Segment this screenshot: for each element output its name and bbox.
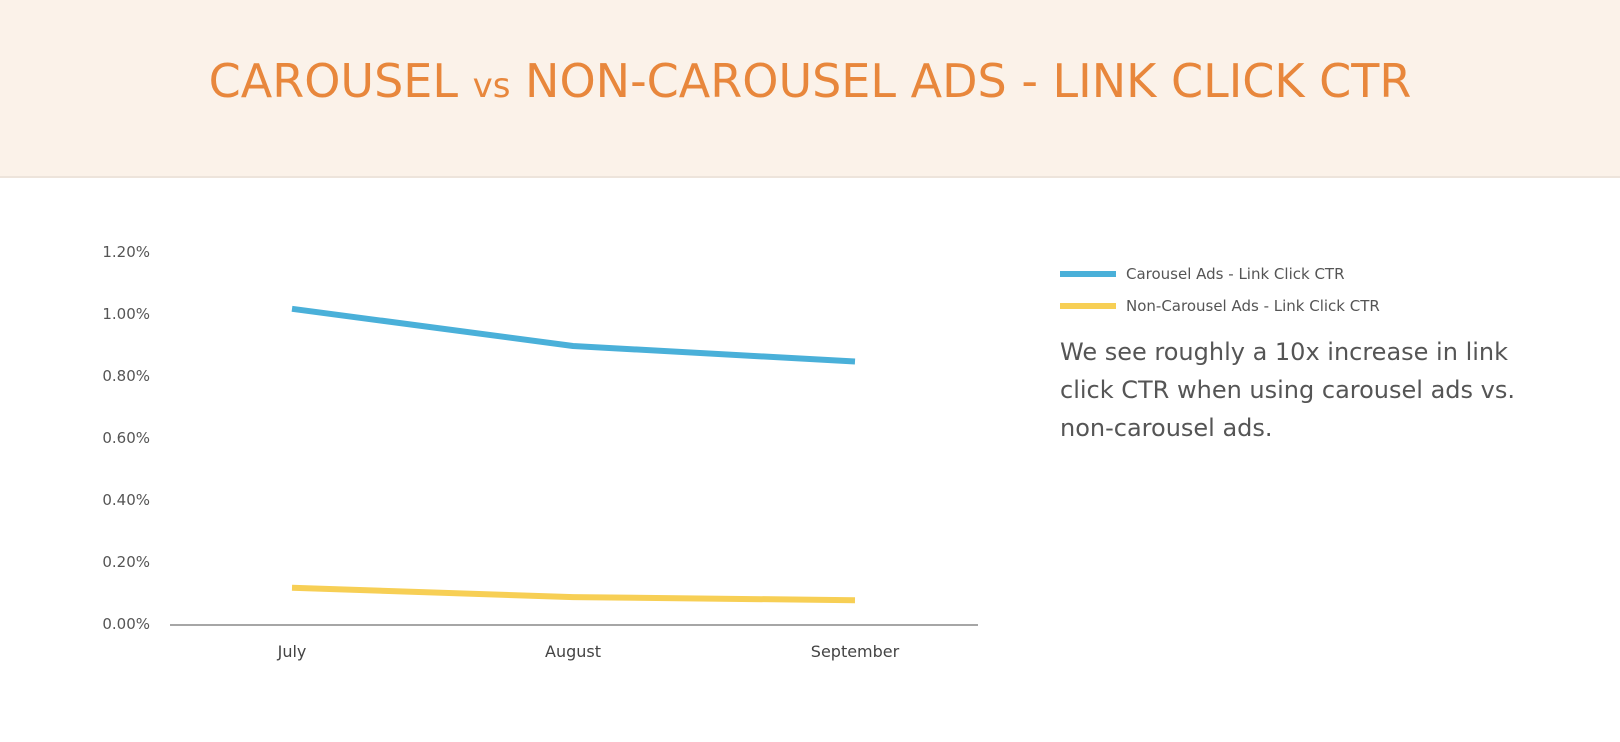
- x-tick-label: July: [277, 642, 307, 661]
- carousel-series-line: [291, 305, 856, 365]
- chart-legend: Carousel Ads - Link Click CTR Non-Carous…: [1060, 258, 1380, 322]
- y-tick-label: 0.00%: [102, 615, 150, 633]
- x-tick-label: August: [545, 642, 601, 661]
- y-tick-label: 0.20%: [102, 553, 150, 571]
- header-banner: CAROUSEL vs NON-CAROUSEL ADS - LINK CLIC…: [0, 0, 1620, 178]
- non-carousel-series-line: [291, 584, 856, 604]
- legend-item-carousel: Carousel Ads - Link Click CTR: [1060, 258, 1380, 290]
- plot-area: [170, 305, 978, 626]
- carousel-swatch-icon: [1060, 271, 1116, 277]
- y-tick-label: 0.80%: [102, 367, 150, 385]
- y-tick-label: 0.60%: [102, 429, 150, 447]
- insight-note: We see roughly a 10x increase in link cl…: [1060, 338, 1515, 442]
- legend-label: Carousel Ads - Link Click CTR: [1126, 265, 1345, 283]
- y-tick-label: 0.40%: [102, 491, 150, 509]
- legend-item-non-carousel: Non-Carousel Ads - Link Click CTR: [1060, 290, 1380, 322]
- non-carousel-swatch-icon: [1060, 303, 1116, 309]
- x-tick-label: September: [810, 642, 900, 661]
- y-tick-label: 1.20%: [102, 243, 150, 261]
- y-tick-label: 1.00%: [102, 305, 150, 323]
- line-chart: 0.00% 0.20% 0.40% 0.60% 0.80% 1.00% 1.20% July…: [0, 178, 1000, 742]
- legend-label: Non-Carousel Ads - Link Click CTR: [1126, 297, 1380, 315]
- page-title: CAROUSEL vs NON-CAROUSEL ADS - LINK CLIC…: [208, 54, 1412, 108]
